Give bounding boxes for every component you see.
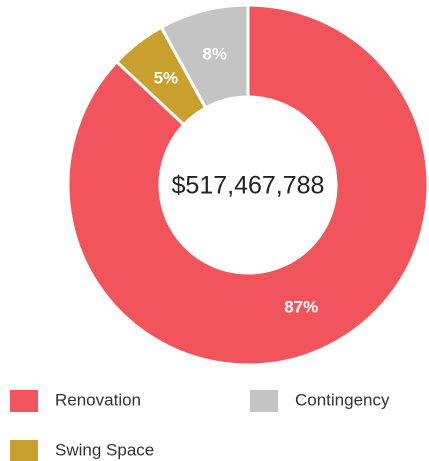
slice (159, 3, 250, 110)
center-label: $517,467,788 (172, 172, 325, 200)
legend-swatch (250, 390, 278, 412)
legend-swatch (10, 390, 38, 412)
slice-label: 8% (202, 45, 227, 64)
slice-label: 87% (284, 297, 318, 316)
legend-label: Contingency (295, 390, 390, 409)
legend-label: Swing Space (55, 440, 154, 459)
legend-swatch (10, 440, 38, 461)
legend-label: Renovation (55, 390, 141, 409)
slice-label: 5% (154, 69, 179, 88)
slice (66, 3, 429, 367)
